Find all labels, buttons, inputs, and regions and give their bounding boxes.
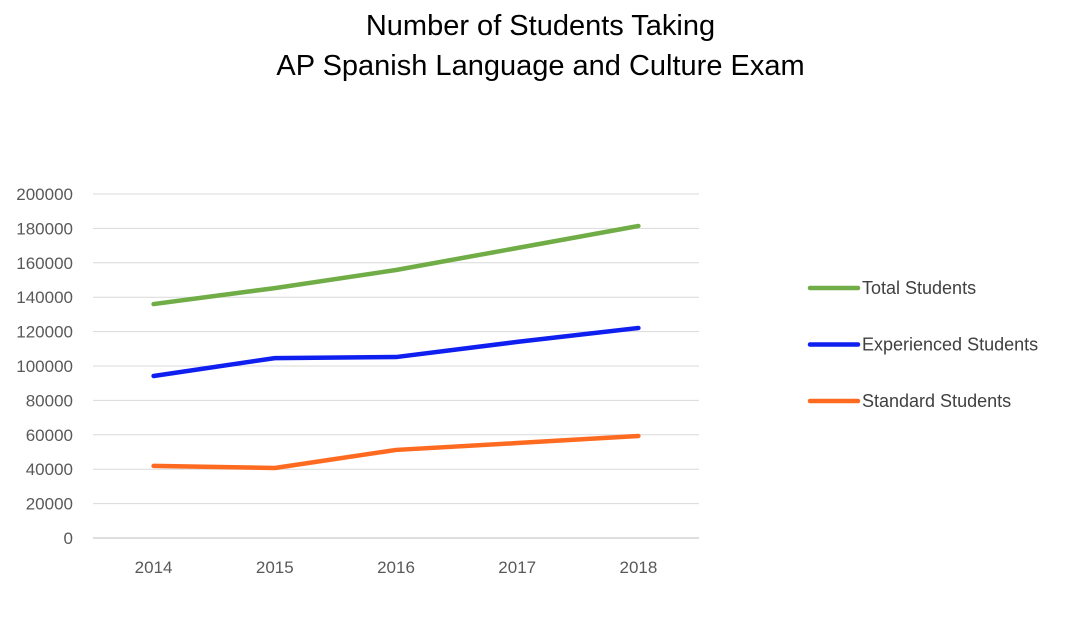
x-tick-label: 2018 (619, 558, 657, 577)
x-tick-label: 2016 (377, 558, 415, 577)
x-tick-label: 2017 (498, 558, 536, 577)
y-tick-label: 20000 (26, 495, 73, 514)
y-tick-label: 100000 (16, 357, 73, 376)
series-line-total-students (151, 223, 641, 307)
y-tick-label: 140000 (16, 288, 73, 307)
y-tick-label: 60000 (26, 426, 73, 445)
chart-title: Number of Students Taking AP Spanish Lan… (0, 6, 1081, 86)
chart-title-line-1: Number of Students Taking (365, 10, 716, 42)
y-tick-label: 180000 (16, 219, 73, 238)
y-tick-label: 160000 (16, 254, 73, 273)
legend-label: Total Students (862, 278, 976, 298)
chart-title-line-2: AP Spanish Language and Culture Exam (276, 50, 805, 82)
y-tick-label: 80000 (26, 391, 73, 410)
x-tick-label: 2015 (256, 558, 294, 577)
y-tick-label: 40000 (26, 460, 73, 479)
y-tick-label: 200000 (16, 185, 73, 204)
legend: Total Students Experienced Students Standa… (807, 278, 1038, 411)
y-tick-label: 0 (64, 529, 73, 548)
x-axis-ticks: 2014 2015 2016 2017 2018 (135, 558, 658, 577)
gridlines (93, 193, 699, 539)
series-line-standard-students (151, 433, 641, 471)
y-axis-ticks: 0 20000 40000 60000 80000 100000 120000 140000 1… (16, 185, 73, 548)
x-tick-label: 2014 (135, 558, 173, 577)
series-line-experienced-students (151, 325, 641, 379)
series-lines (151, 223, 641, 471)
legend-label: Standard Students (862, 391, 1011, 411)
legend-label: Experienced Students (862, 335, 1038, 355)
y-tick-label: 120000 (16, 323, 73, 342)
